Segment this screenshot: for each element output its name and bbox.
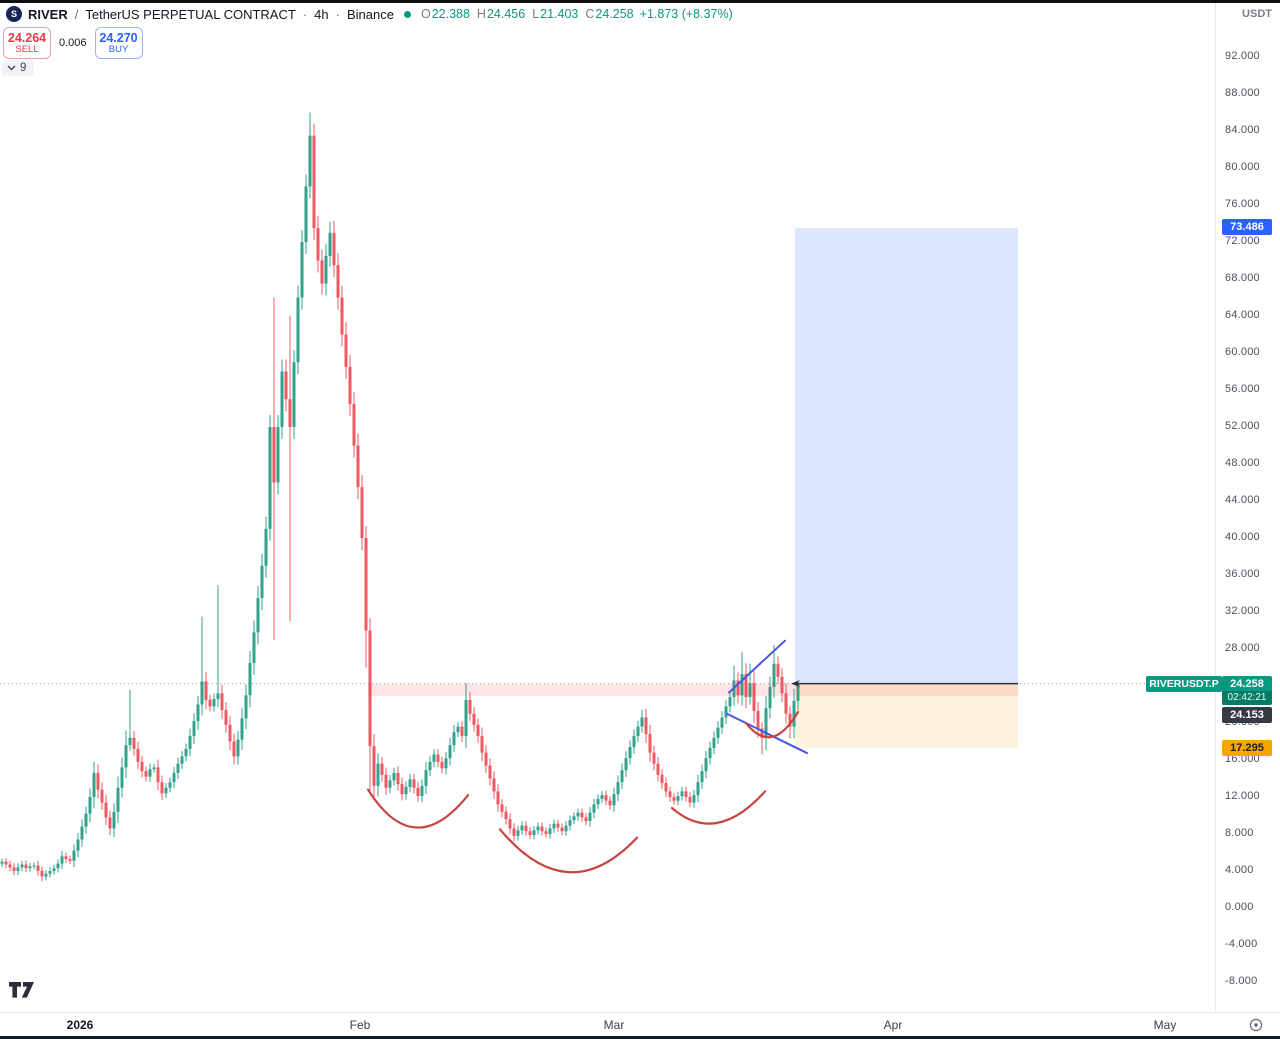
accumulation-arc xyxy=(670,790,767,825)
open-label: O xyxy=(420,7,431,21)
low-value: 21.403 xyxy=(540,7,579,21)
spread-value: 0.006 xyxy=(59,37,87,50)
change-readout: +1.873 (+8.37%) xyxy=(639,7,733,21)
chart-plot-area[interactable] xyxy=(0,0,1215,1012)
buy-label: BUY xyxy=(108,44,129,56)
price-tick: -8.000 xyxy=(1225,975,1258,987)
price-tick: 88.000 xyxy=(1225,87,1260,99)
time-label-month: Apr xyxy=(883,1018,903,1032)
price-tick: 44.000 xyxy=(1225,494,1260,506)
close-label: C xyxy=(585,7,595,21)
price-tick: 68.000 xyxy=(1225,272,1260,284)
time-label-month: Mar xyxy=(603,1018,625,1032)
time-axis[interactable]: 2026 Feb Mar Apr May xyxy=(0,1012,1280,1036)
stop-price-label: 17.295 xyxy=(1222,740,1272,757)
sell-price: 24.264 xyxy=(7,31,47,45)
interval-label: 4h xyxy=(314,6,329,22)
separator-dot: · xyxy=(302,6,308,22)
accumulation-arc xyxy=(744,710,800,739)
price-tick: 12.000 xyxy=(1225,790,1260,802)
symbol-logo-icon: S xyxy=(6,6,22,22)
buy-button[interactable]: 24.270 BUY xyxy=(94,27,143,60)
price-tick: 84.000 xyxy=(1225,124,1260,136)
low-label: L xyxy=(532,7,540,21)
price-tick: 36.000 xyxy=(1225,568,1260,580)
price-tick: 76.000 xyxy=(1225,198,1260,210)
price-axis[interactable]: USDT 92.000 88.000 84.000 80.000 76.000 72.00… xyxy=(1146,3,1280,1012)
price-tick: 40.000 xyxy=(1225,531,1260,543)
sell-label: SELL xyxy=(15,44,39,56)
price-tick: 48.000 xyxy=(1225,457,1260,469)
high-label: H xyxy=(476,7,486,21)
time-label-year: 2026 xyxy=(66,1018,94,1032)
price-tick: 52.000 xyxy=(1225,420,1260,432)
accumulation-arc xyxy=(498,828,639,874)
timezone-clock-icon[interactable] xyxy=(1248,1017,1264,1033)
profit-zone-box xyxy=(795,228,1018,684)
separator-dot: · xyxy=(335,6,340,22)
market-status-icon xyxy=(403,10,411,18)
tradingview-logo xyxy=(9,982,34,998)
price-tick: 64.000 xyxy=(1225,309,1260,321)
supply-zone-band xyxy=(368,683,1018,697)
trendline xyxy=(726,712,808,755)
risk-zone-box xyxy=(795,683,1018,749)
pair-separator: / xyxy=(74,6,79,22)
symbol-legend[interactable]: S RIVER / TetherUS PERPETUAL CONTRACT · … xyxy=(6,6,733,22)
price-tick: 0.000 xyxy=(1225,901,1254,913)
last-price-value: 24.258 xyxy=(1230,677,1264,690)
sell-button[interactable]: 24.264 SELL xyxy=(3,27,51,60)
time-label-month: Feb xyxy=(349,1018,371,1032)
contract-description: TetherUS PERPETUAL CONTRACT xyxy=(85,6,296,22)
window-bottom-edge xyxy=(0,1035,1280,1039)
price-tick: 8.000 xyxy=(1225,827,1254,839)
collapsed-count: 9 xyxy=(20,62,27,74)
trade-buttons-row: 24.264 SELL 0.006 24.270 BUY xyxy=(3,27,143,60)
symbol-name: RIVER xyxy=(28,6,68,22)
entry-arrow-icon xyxy=(791,680,800,688)
high-value: 24.456 xyxy=(486,7,526,21)
price-tick: 56.000 xyxy=(1225,383,1260,395)
currency-label: USDT xyxy=(1242,8,1272,20)
price-tick: 80.000 xyxy=(1225,161,1260,173)
candlestick-series xyxy=(0,112,800,882)
indicators-collapse-toggle[interactable]: 9 xyxy=(2,60,35,76)
ohlc-readout: O22.388 H24.456 L21.403 C24.258 xyxy=(421,7,634,21)
trendline xyxy=(728,639,786,694)
open-value: 22.388 xyxy=(431,7,470,21)
close-value: 24.258 xyxy=(595,7,634,21)
price-tick: 72.000 xyxy=(1225,235,1260,247)
window-top-edge xyxy=(0,0,1280,3)
price-tick: -4.000 xyxy=(1225,938,1258,950)
exchange-label: Binance xyxy=(346,6,394,22)
buy-price: 24.270 xyxy=(99,31,138,45)
price-tick: 60.000 xyxy=(1225,346,1260,358)
price-tick: 4.000 xyxy=(1225,864,1254,876)
time-label-month: May xyxy=(1153,1018,1177,1032)
prev-price-label: 24.153 xyxy=(1222,706,1272,723)
price-tick: 28.000 xyxy=(1225,642,1260,654)
chevron-down-icon xyxy=(7,65,16,71)
target-price-label: 73.486 xyxy=(1222,219,1272,236)
accumulation-arc xyxy=(366,788,470,829)
bar-countdown: 02:42:21 xyxy=(1222,690,1272,705)
symbol-tag: RIVERUSDT.P xyxy=(1146,675,1222,692)
price-tick: 92.000 xyxy=(1225,50,1260,62)
price-tick: 32.000 xyxy=(1225,605,1260,617)
